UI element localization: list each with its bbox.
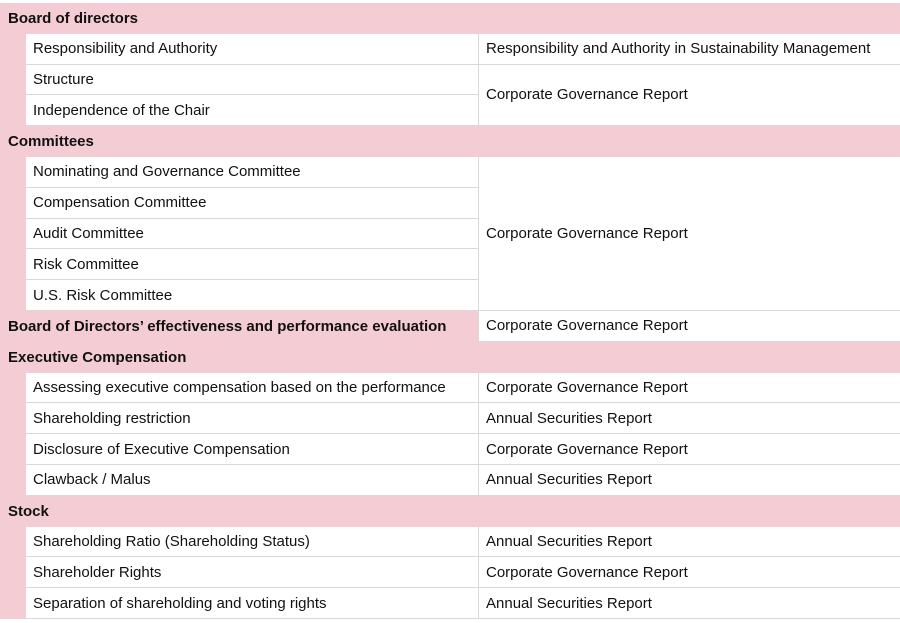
item-label: Clawback / Malus [26,465,478,496]
item-label: Risk Committee [26,249,478,281]
section-header: Board of Directors’ effectiveness and pe… [0,311,478,342]
section-header: Board of directors [0,3,900,34]
item-label: Shareholding Ratio (Shareholding Status) [26,526,478,558]
item-label: Assessing executive compensation based o… [26,372,478,404]
section-header: Executive Compensation [0,341,900,373]
reference-cell: Corporate Governance Report [478,64,900,127]
item-label: Audit Committee [26,218,478,250]
section-gutter [0,372,26,496]
item-label: Separation of shareholding and voting ri… [26,588,478,619]
section-gutter [0,157,26,311]
item-label: Nominating and Governance Committee [26,157,478,188]
section-gutter [0,33,26,127]
section-header: Stock [0,495,900,527]
reference-cell: Corporate Governance Report [478,311,900,342]
reference-cell: Corporate Governance Report [478,157,900,311]
section-header: Committees [0,126,900,157]
reference-cell: Corporate Governance Report [478,557,900,589]
reference-cell: Annual Securities Report [478,588,900,619]
item-label: Structure [26,64,478,96]
item-label: Shareholder Rights [26,557,478,589]
section-gutter [0,526,26,619]
item-label: Independence of the Chair [26,95,478,127]
reference-cell: Annual Securities Report [478,465,900,496]
reference-cell: Annual Securities Report [478,403,900,435]
reference-cell: Responsibility and Authority in Sustaina… [478,33,900,65]
item-label: Disclosure of Executive Compensation [26,434,478,465]
reference-cell: Annual Securities Report [478,526,900,558]
item-label: Responsibility and Authority [26,33,478,65]
reference-cell: Corporate Governance Report [478,434,900,465]
reference-cell: Corporate Governance Report [478,372,900,404]
item-label: Shareholding restriction [26,403,478,435]
item-label: Compensation Committee [26,187,478,219]
item-label: U.S. Risk Committee [26,280,478,311]
